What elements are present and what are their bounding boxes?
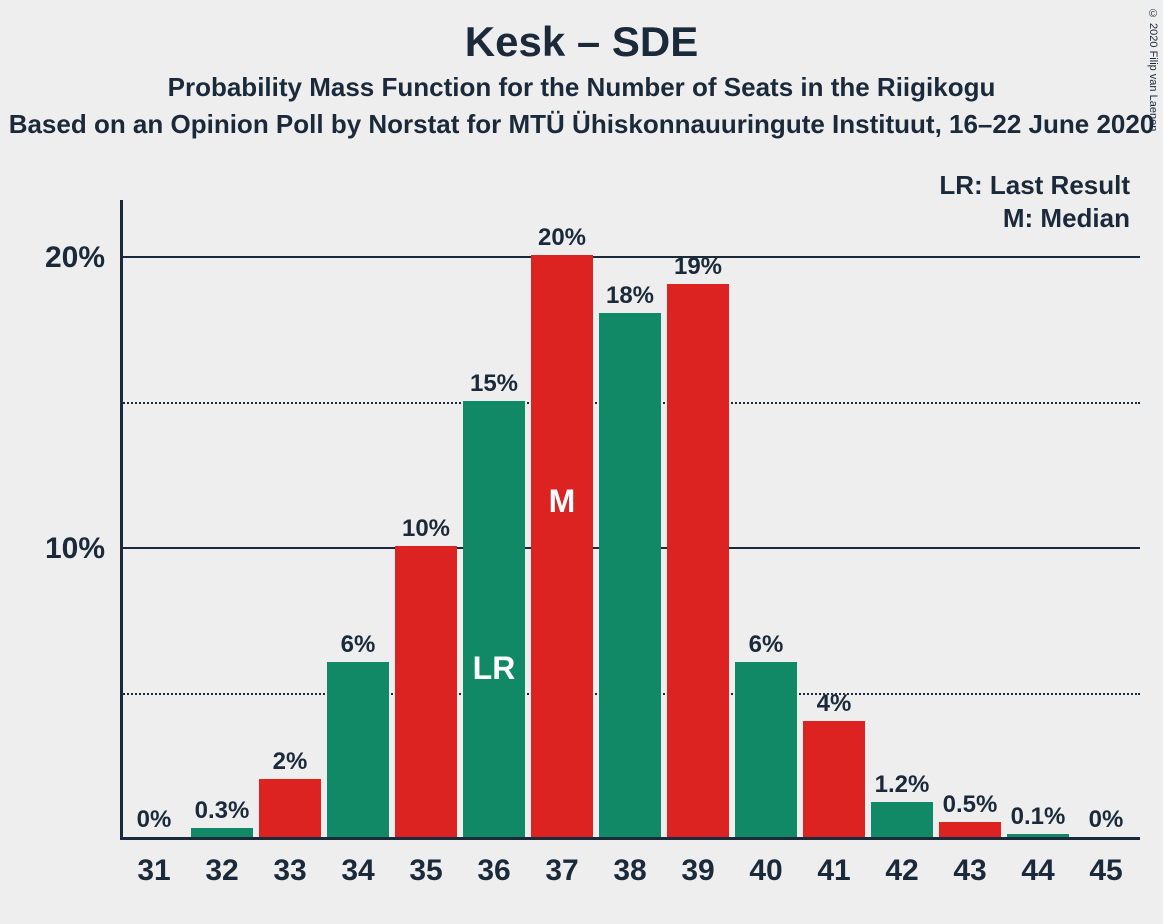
bar-label: 15%	[470, 370, 518, 398]
x-tick-label: 35	[409, 854, 442, 888]
bar-label: 4%	[817, 690, 852, 718]
y-axis	[120, 200, 123, 840]
bar-label: 6%	[749, 631, 784, 659]
bar-label: 0.3%	[195, 797, 250, 825]
bar	[463, 401, 526, 837]
bar-label: 0%	[137, 806, 172, 834]
bar	[871, 802, 934, 837]
chart-plot-area: LR: Last Result M: Median 10%20%310%320.…	[120, 200, 1140, 840]
bar	[395, 546, 458, 837]
y-tick-label: 20%	[5, 241, 105, 275]
x-tick-label: 34	[341, 854, 374, 888]
bar	[939, 822, 1002, 837]
grid-major	[120, 256, 1140, 258]
copyright-text: © 2020 Filip van Laenen	[1147, 8, 1159, 131]
bar	[259, 779, 322, 837]
x-tick-label: 43	[953, 854, 986, 888]
bar	[599, 313, 662, 837]
x-tick-label: 45	[1089, 854, 1122, 888]
x-tick-label: 36	[477, 854, 510, 888]
m-marker: M	[549, 483, 576, 520]
chart-source: Based on an Opinion Poll by Norstat for …	[0, 109, 1163, 140]
x-tick-label: 37	[545, 854, 578, 888]
bar	[1007, 834, 1070, 837]
x-tick-label: 42	[885, 854, 918, 888]
y-tick-label: 10%	[5, 532, 105, 566]
bar	[531, 255, 594, 837]
bar	[191, 828, 254, 837]
chart-legend: LR: Last Result M: Median	[939, 170, 1130, 236]
x-tick-label: 44	[1021, 854, 1054, 888]
x-tick-label: 40	[749, 854, 782, 888]
bar-label: 2%	[273, 748, 308, 776]
bar	[327, 662, 390, 837]
bar	[667, 284, 730, 837]
bar	[735, 662, 798, 837]
bar-label: 0%	[1089, 806, 1124, 834]
x-tick-label: 31	[137, 854, 170, 888]
x-tick-label: 41	[817, 854, 850, 888]
x-tick-label: 38	[613, 854, 646, 888]
x-tick-label: 33	[273, 854, 306, 888]
chart-title: Kesk – SDE	[0, 18, 1163, 66]
chart-subtitle: Probability Mass Function for the Number…	[0, 72, 1163, 103]
bar-label: 10%	[402, 515, 450, 543]
bar-label: 20%	[538, 224, 586, 252]
x-tick-label: 39	[681, 854, 714, 888]
lr-marker: LR	[473, 650, 516, 687]
legend-lr: LR: Last Result	[939, 170, 1130, 201]
bar-label: 1.2%	[875, 771, 930, 799]
bar-label: 0.5%	[943, 791, 998, 819]
x-axis	[120, 837, 1140, 840]
bar-label: 18%	[606, 282, 654, 310]
bar-label: 19%	[674, 253, 722, 281]
bar-label: 6%	[341, 631, 376, 659]
bar-label: 0.1%	[1011, 803, 1066, 831]
bar	[803, 721, 866, 837]
legend-m: M: Median	[939, 203, 1130, 234]
x-tick-label: 32	[205, 854, 238, 888]
